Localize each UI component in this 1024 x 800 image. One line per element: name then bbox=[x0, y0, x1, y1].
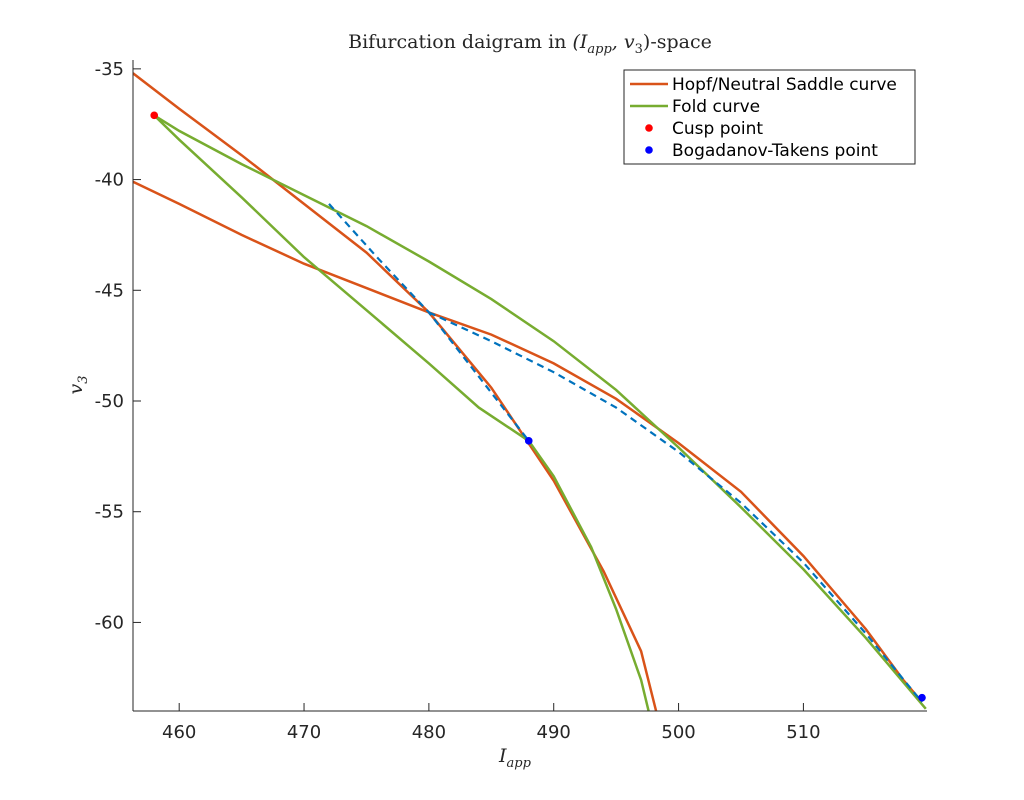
x-axis-title-main: I bbox=[498, 745, 507, 767]
series-2-segment-1 bbox=[428, 311, 923, 703]
point-0-0 bbox=[150, 111, 159, 120]
y-tick-label-2: -45 bbox=[95, 280, 124, 301]
legend-box bbox=[623, 69, 916, 165]
title-math: (I bbox=[572, 31, 587, 53]
title-sub2: 3 bbox=[635, 42, 643, 57]
ticks-layer: 460 470 480 490 500 510 -35 -40 -45 -50 -55 -60 bbox=[95, 59, 821, 743]
x-axis-title-sub: app bbox=[507, 756, 532, 771]
legend-label-2: Cusp point bbox=[672, 119, 763, 139]
legend-label-1: Fold curve bbox=[672, 97, 760, 117]
y-axis-title-main: v bbox=[65, 384, 87, 395]
x-axis-title: Iapp bbox=[498, 745, 532, 771]
legend-swatch-3 bbox=[645, 146, 653, 154]
legend-label-0: Hopf/Neutral Saddle curve bbox=[672, 75, 897, 95]
x-tick-label-3: 490 bbox=[537, 722, 571, 743]
y-tick-label-4: -55 bbox=[95, 502, 124, 523]
title-suffix: )-space bbox=[643, 31, 712, 53]
y-tick-label-3: -50 bbox=[95, 391, 124, 412]
chart-title: Bifurcation daigram in (Iapp, v3)-space bbox=[348, 31, 712, 57]
point-1-1 bbox=[918, 693, 926, 702]
legend-label-3: Bogadanov-Takens point bbox=[672, 141, 878, 161]
title-mid: , v bbox=[612, 31, 635, 53]
series-0-segment-1 bbox=[133, 180, 923, 703]
point-1-0 bbox=[524, 437, 533, 445]
x-tick-label-2: 480 bbox=[412, 722, 446, 743]
x-tick-label-0: 460 bbox=[162, 722, 196, 743]
y-tick-label-0: -35 bbox=[95, 59, 124, 80]
series-layer bbox=[133, 72, 927, 711]
y-axis-title-sub: 3 bbox=[76, 375, 91, 383]
title-prefix: Bifurcation daigram in bbox=[348, 31, 572, 53]
series-1-segment-0 bbox=[153, 114, 650, 711]
y-tick-label-5: -60 bbox=[95, 612, 124, 633]
x-tick-label-5: 510 bbox=[786, 722, 820, 743]
series-2-segment-0 bbox=[328, 203, 530, 442]
x-tick-label-1: 470 bbox=[287, 722, 321, 743]
legend-swatch-2 bbox=[645, 124, 653, 132]
points-layer bbox=[150, 111, 926, 702]
y-axis-title: v3 bbox=[65, 375, 91, 394]
series-1-segment-1 bbox=[153, 114, 927, 710]
x-tick-label-4: 500 bbox=[661, 722, 695, 743]
title-sub: app bbox=[587, 42, 612, 57]
y-tick-label-1: -40 bbox=[95, 170, 124, 191]
